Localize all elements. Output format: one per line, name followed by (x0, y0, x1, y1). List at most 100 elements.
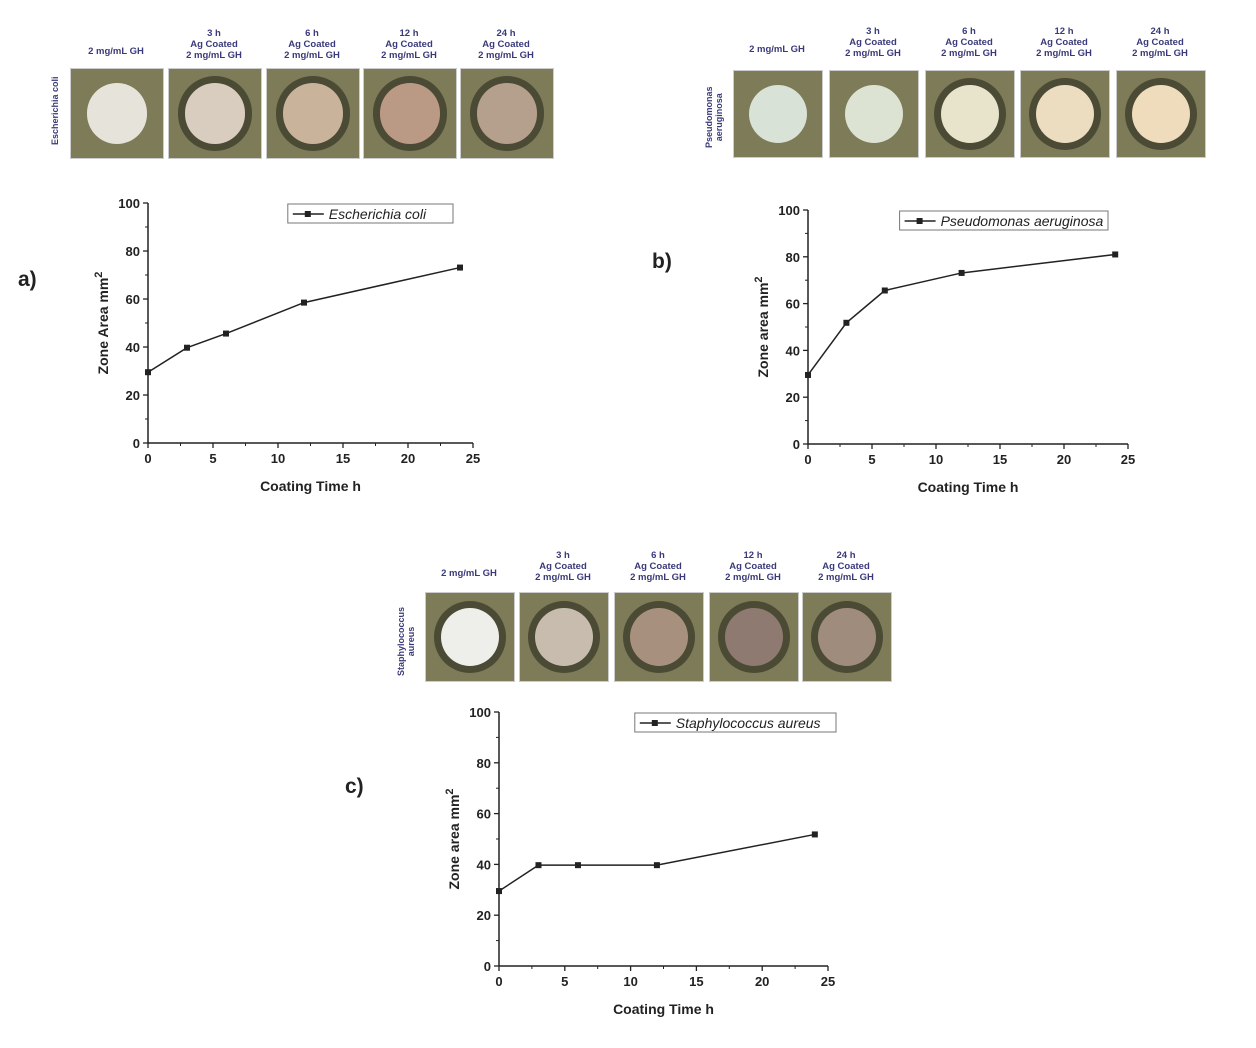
data-point (653, 862, 660, 869)
y-axis-title: Zone Area mm2 (93, 272, 111, 375)
x-tick-label: 15 (336, 451, 350, 466)
disc-photo (802, 592, 892, 682)
legend-marker (916, 218, 923, 224)
disc-photo (363, 68, 457, 159)
y-tick-label: 100 (469, 705, 491, 720)
disc-photo (925, 70, 1015, 158)
disc-photo (425, 592, 515, 682)
y-tick-label: 0 (484, 959, 491, 974)
disc (724, 607, 784, 667)
legend-label: Staphylococcus aureus (676, 715, 821, 731)
data-point (535, 862, 542, 869)
legend-box (634, 712, 837, 733)
x-tick-label: 20 (755, 974, 769, 989)
y-axis-title-superscript: 2 (753, 276, 765, 282)
data-point (1112, 251, 1119, 258)
disc-photo (614, 592, 704, 682)
disc-photo (168, 68, 262, 159)
data-point (574, 862, 581, 869)
data-point (184, 344, 190, 351)
photo-caption: 2 mg/mL GH (441, 568, 497, 579)
disc-photo (829, 70, 919, 158)
photo-caption: 12 h Ag Coated 2 mg/mL GH (381, 28, 437, 61)
data-point (301, 299, 307, 306)
disc (1131, 84, 1191, 144)
legend-label: Escherichia coli (329, 206, 427, 222)
disc (817, 607, 877, 667)
panel-label: a) (18, 268, 37, 291)
photo-caption: 2 mg/mL GH (749, 44, 805, 55)
photo-caption: 3 h Ag Coated 2 mg/mL GH (186, 28, 242, 61)
disc (184, 83, 246, 144)
y-axis-title-superscript: 2 (93, 272, 105, 278)
disc (282, 83, 344, 144)
disc (440, 607, 500, 667)
disc-photo (70, 68, 164, 159)
data-point (805, 371, 811, 378)
y-tick-label: 100 (778, 203, 800, 218)
disc (1035, 84, 1095, 144)
data-point (843, 319, 850, 326)
data-point (958, 269, 965, 276)
disc-photo (460, 68, 554, 159)
photo-caption: 24 h Ag Coated 2 mg/mL GH (478, 28, 534, 61)
x-axis-title: Coating Time h (613, 1001, 714, 1017)
y-tick-label: 60 (126, 292, 140, 307)
y-tick-label: 40 (477, 857, 491, 872)
photo-caption: 3 h Ag Coated 2 mg/mL GH (535, 550, 591, 583)
y-axis-title: Zone area mm2 (444, 788, 462, 889)
x-tick-label: 10 (929, 452, 943, 467)
y-tick-label: 40 (786, 343, 800, 358)
photo-caption: 24 h Ag Coated 2 mg/mL GH (1132, 26, 1188, 59)
disc (629, 607, 689, 667)
x-tick-label: 20 (1057, 452, 1071, 467)
disc-photo (519, 592, 609, 682)
legend-label: Pseudomonas aeruginosa (941, 213, 1104, 229)
data-point (881, 287, 888, 294)
x-tick-label: 10 (623, 974, 637, 989)
disc-photo (266, 68, 360, 159)
y-tick-label: 60 (786, 297, 800, 312)
x-tick-label: 25 (1121, 452, 1135, 467)
y-tick-label: 20 (477, 908, 491, 923)
legend-marker (304, 211, 311, 217)
photo-caption: 2 mg/mL GH (88, 46, 144, 57)
y-tick-label: 20 (786, 390, 800, 405)
photo-caption: 6 h Ag Coated 2 mg/mL GH (630, 550, 686, 583)
disc-photo (709, 592, 799, 682)
x-tick-label: 0 (144, 451, 151, 466)
y-tick-label: 80 (477, 756, 491, 771)
y-axis-title: Zone area mm2 (753, 276, 771, 377)
y-tick-label: 100 (118, 196, 140, 211)
data-point (496, 888, 502, 895)
x-tick-label: 25 (821, 974, 835, 989)
y-tick-label: 80 (126, 244, 140, 259)
data-point (457, 264, 463, 271)
data-point (811, 831, 818, 838)
x-tick-label: 0 (804, 452, 811, 467)
photo-caption: 12 h Ag Coated 2 mg/mL GH (1036, 26, 1092, 59)
x-tick-label: 20 (401, 451, 415, 466)
disc (379, 83, 441, 144)
disc (534, 607, 594, 667)
x-tick-label: 10 (271, 451, 285, 466)
photo-caption: 6 h Ag Coated 2 mg/mL GH (284, 28, 340, 61)
disc-photo (733, 70, 823, 158)
disc (476, 83, 538, 144)
panel-label: b) (652, 250, 672, 273)
y-axis-title-superscript: 2 (444, 788, 456, 794)
legend-marker (651, 720, 658, 726)
disc-photo (1020, 70, 1110, 158)
data-point (223, 330, 229, 337)
x-tick-label: 0 (495, 974, 502, 989)
photo-caption: 12 h Ag Coated 2 mg/mL GH (725, 550, 781, 583)
x-tick-label: 15 (993, 452, 1007, 467)
photo-caption: 3 h Ag Coated 2 mg/mL GH (845, 26, 901, 59)
x-tick-label: 5 (868, 452, 875, 467)
panel-label: c) (345, 775, 364, 798)
y-tick-label: 80 (786, 250, 800, 265)
y-tick-label: 60 (477, 807, 491, 822)
series-line (147, 266, 461, 373)
disc (940, 84, 1000, 144)
